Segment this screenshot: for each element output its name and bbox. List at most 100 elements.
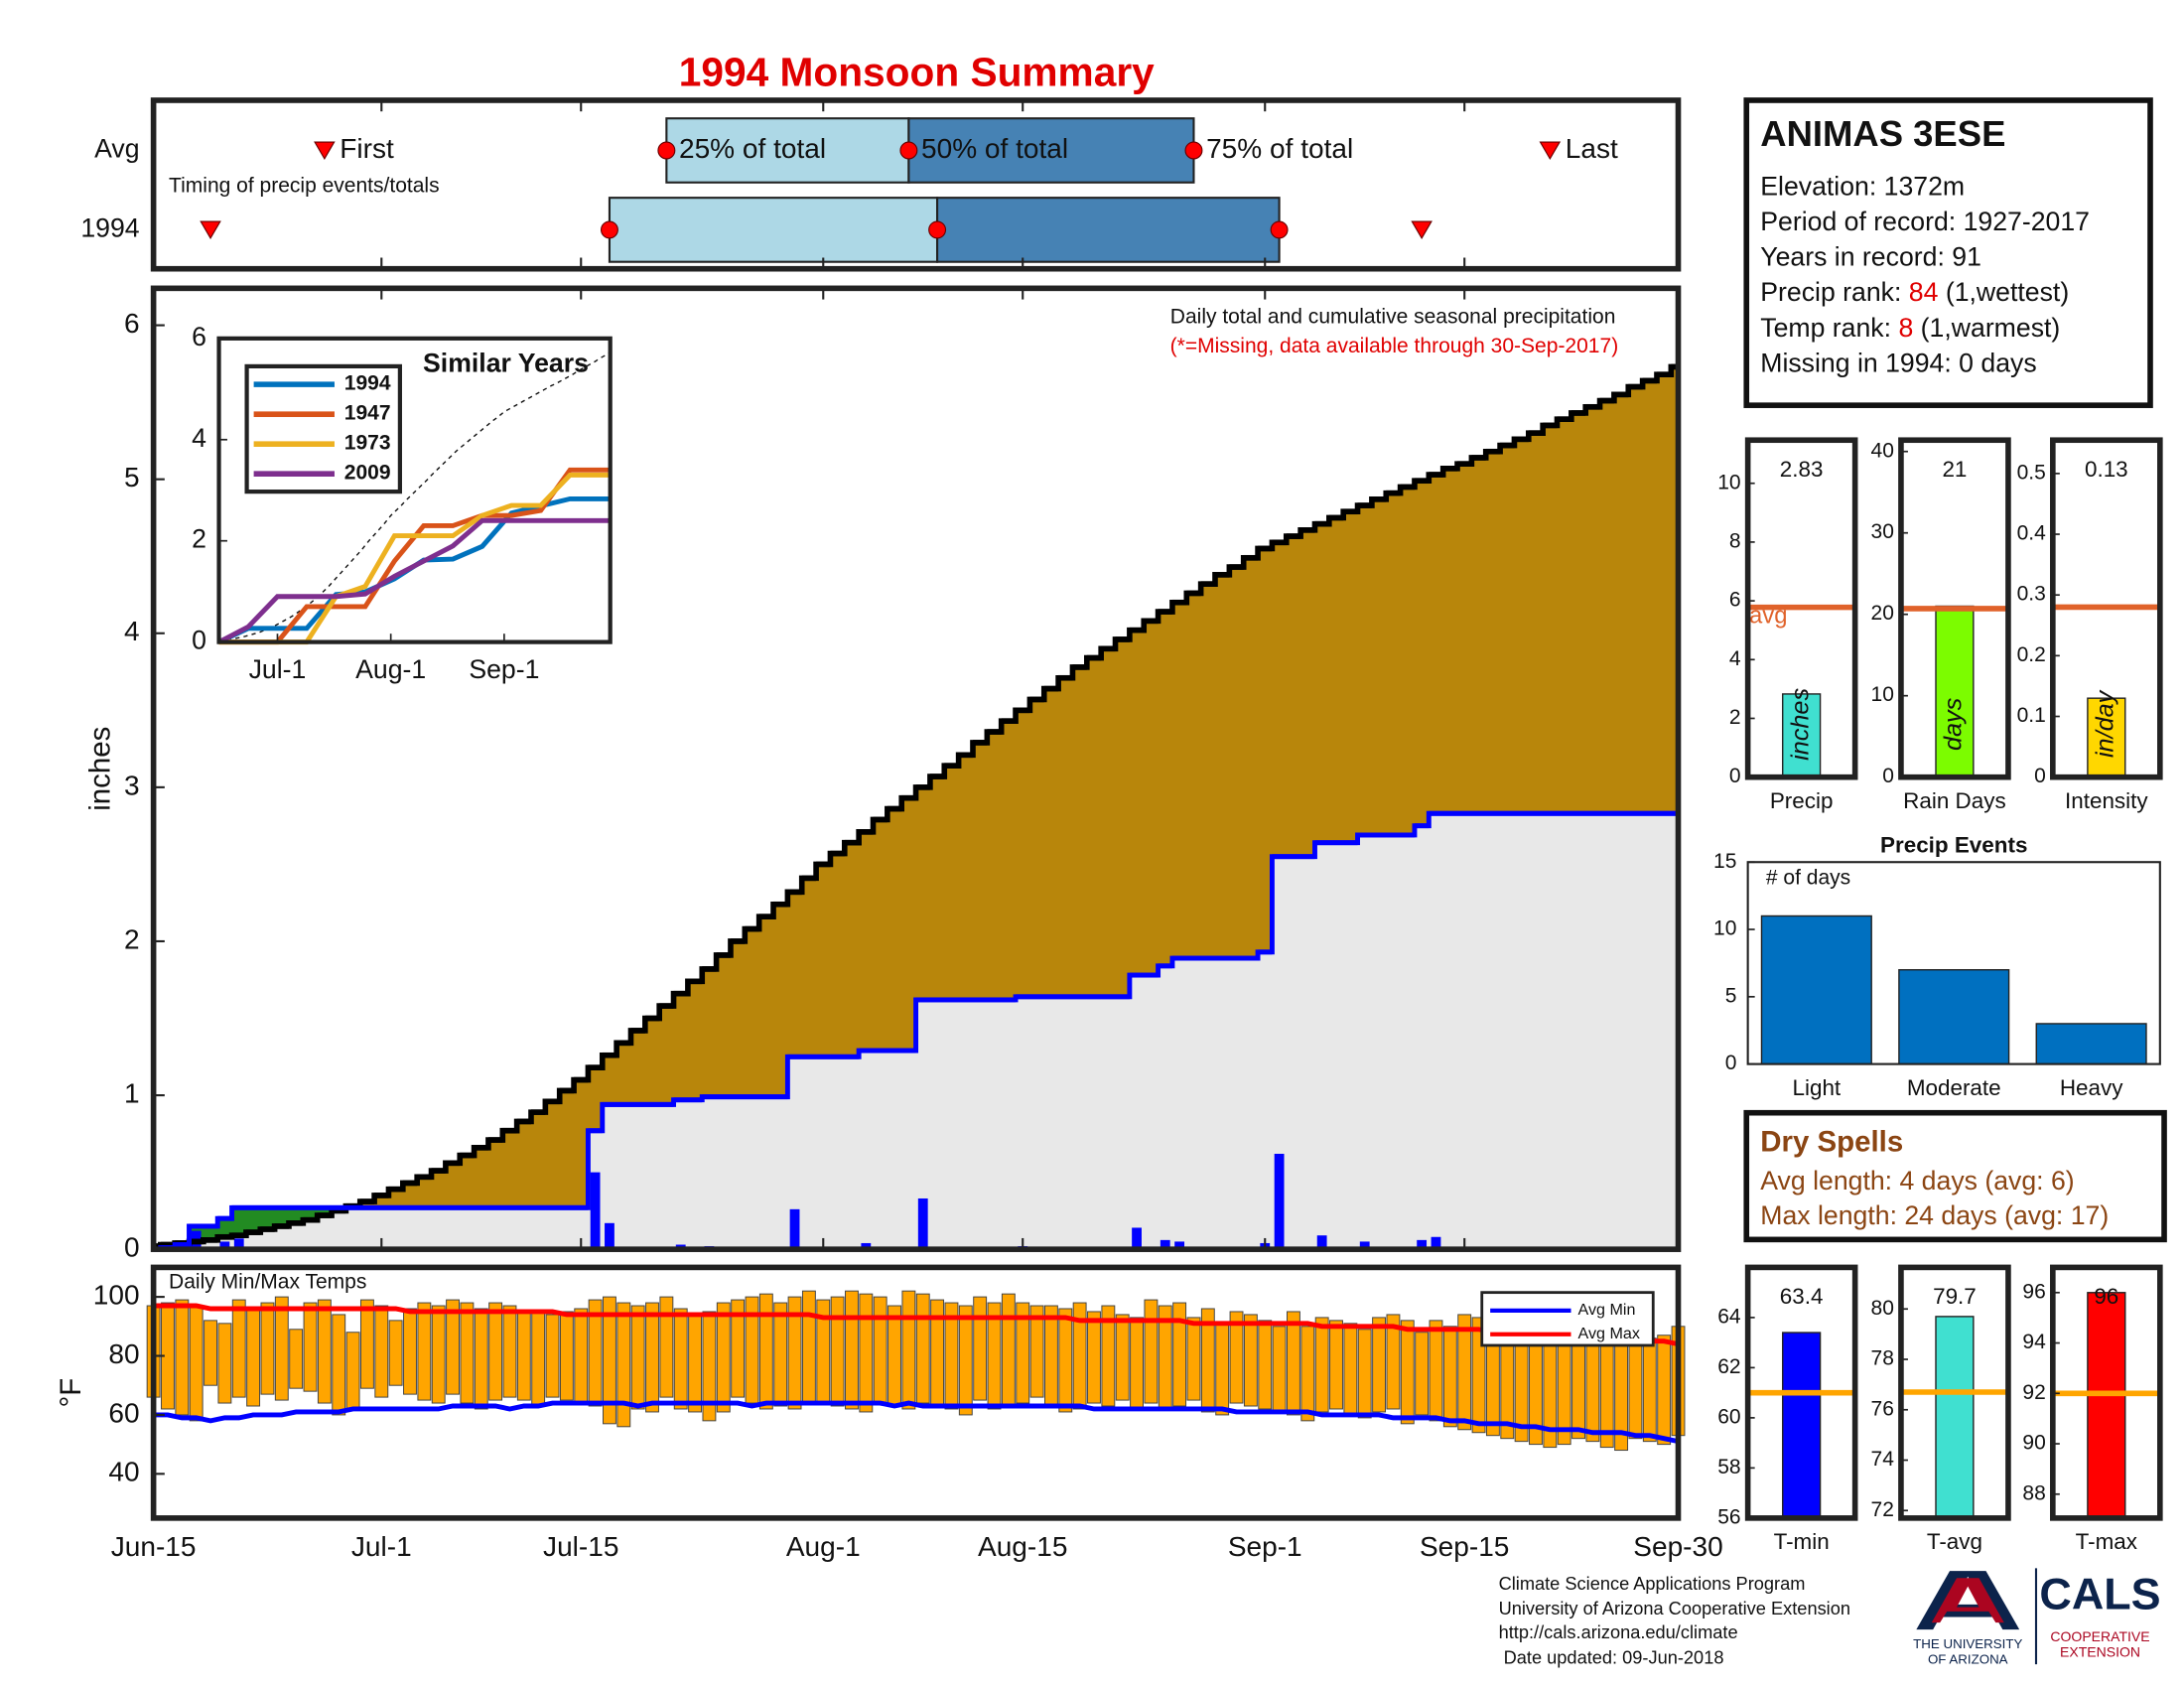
daily-bar bbox=[590, 1172, 601, 1250]
temp-range-bar bbox=[1144, 1299, 1159, 1404]
y-tick-label: 30 bbox=[1871, 520, 1894, 543]
bar-title: Precip Events bbox=[1880, 833, 2027, 858]
y-tick-label: 78 bbox=[1871, 1347, 1894, 1370]
temp-range-bar bbox=[1016, 1302, 1030, 1404]
event-marker bbox=[1411, 220, 1433, 239]
legend-label: 2009 bbox=[344, 462, 391, 485]
temp-range-bar bbox=[274, 1296, 289, 1401]
summary-bar bbox=[1935, 1316, 1975, 1519]
station-name: ANIMAS 3ESE bbox=[1760, 113, 2005, 154]
station-text: Period of record: 1927-2017 bbox=[1760, 207, 2090, 236]
x-tick-label: Jun-15 bbox=[111, 1531, 197, 1562]
y-tick-label: 0 bbox=[1882, 765, 1894, 787]
y-tick-label: 56 bbox=[1717, 1505, 1740, 1528]
y-tick-label: 0.5 bbox=[2017, 461, 2046, 484]
x-tick-label: Jul-1 bbox=[249, 654, 307, 684]
university-logo bbox=[1916, 1571, 2020, 1630]
y-tick-label: 0.3 bbox=[2017, 583, 2046, 606]
total-marker bbox=[928, 220, 947, 239]
timing-frame bbox=[150, 97, 1682, 272]
series-line bbox=[217, 517, 611, 644]
y-tick-label: 6 bbox=[192, 322, 206, 352]
temp-range-bar bbox=[1400, 1320, 1415, 1425]
temp-range-bar bbox=[574, 1308, 589, 1404]
inset-frame bbox=[216, 336, 613, 644]
temp-range-bar bbox=[873, 1296, 887, 1404]
y-tick-label: 60 bbox=[108, 1397, 139, 1428]
y-tick-label: 10 bbox=[1713, 917, 1736, 940]
temp-range-bar bbox=[588, 1299, 603, 1407]
y-tick-label: 60 bbox=[1717, 1405, 1740, 1428]
temp-range-bar bbox=[545, 1314, 560, 1398]
temp-range-bar bbox=[303, 1302, 318, 1392]
y-tick-label: 0 bbox=[192, 626, 206, 655]
temp-range-bar bbox=[1314, 1317, 1329, 1413]
x-tick-label: Light bbox=[1793, 1075, 1842, 1100]
marker-label: 50% of total bbox=[921, 133, 1068, 164]
daily-bar bbox=[1174, 1241, 1185, 1250]
row-label: 1994 bbox=[80, 212, 139, 242]
temp-range-bar bbox=[1258, 1320, 1273, 1410]
value-label: 0.13 bbox=[2085, 457, 2128, 482]
summary-frame bbox=[1744, 1264, 1858, 1521]
temp-range-bar bbox=[403, 1308, 417, 1395]
page-title: 1994 Monsoon Summary bbox=[679, 49, 1155, 94]
temp-range-bar bbox=[388, 1320, 403, 1386]
event-marker bbox=[1539, 141, 1562, 161]
station-box bbox=[1743, 97, 2153, 408]
summary-bar bbox=[2087, 1292, 2126, 1519]
unit-label: days bbox=[1940, 697, 1968, 751]
bar bbox=[1760, 914, 1872, 1065]
temp-range-bar bbox=[1186, 1317, 1201, 1401]
bar-frame bbox=[1746, 861, 2161, 1065]
temp-range-bar bbox=[1415, 1332, 1430, 1416]
y-tick-label: 6 bbox=[1729, 589, 1741, 612]
daily-bar bbox=[789, 1208, 800, 1250]
temp-range-bar bbox=[317, 1299, 332, 1404]
x-tick-label: Jul-15 bbox=[543, 1531, 618, 1562]
temp-range-bar bbox=[731, 1299, 746, 1398]
x-label: T-max bbox=[2076, 1529, 2137, 1554]
avg-temp-line bbox=[153, 1303, 1680, 1347]
total-marker bbox=[1270, 220, 1289, 239]
temp-range-bar bbox=[859, 1293, 874, 1413]
station-text: Elevation: 1372m bbox=[1760, 171, 1965, 201]
temp-range-bar bbox=[417, 1302, 432, 1401]
temp-range-bar bbox=[845, 1290, 859, 1410]
value-label: 96 bbox=[2094, 1284, 2118, 1309]
footer-line: Climate Science Applications Program bbox=[1499, 1573, 1806, 1594]
temp-range-bar bbox=[958, 1305, 973, 1416]
quartile-box bbox=[936, 197, 1281, 263]
summary-bar bbox=[1935, 605, 1975, 778]
y-tick-label: 100 bbox=[93, 1280, 140, 1311]
daily-bar bbox=[1274, 1154, 1285, 1250]
daily-bar bbox=[917, 1197, 928, 1250]
temp-range-bar bbox=[1642, 1337, 1657, 1443]
dry-spells-line: Avg length: 4 days (avg: 6) bbox=[1760, 1166, 2074, 1196]
missing-note: (*=Missing, data available through 30-Se… bbox=[1170, 335, 1619, 357]
temp-range-bar bbox=[1442, 1326, 1457, 1428]
station-text: (1,warmest) bbox=[1913, 313, 2060, 343]
temp-range-bar bbox=[716, 1302, 731, 1413]
temp-range-bar bbox=[1200, 1308, 1215, 1413]
temp-range-bar bbox=[1130, 1317, 1144, 1410]
daily-bar bbox=[1160, 1239, 1170, 1250]
summary-frame bbox=[1898, 437, 2011, 780]
temp-range-bar bbox=[1287, 1311, 1300, 1416]
y-tick-label: 64 bbox=[1717, 1305, 1741, 1328]
station-line: Elevation: 1372m bbox=[1760, 171, 1965, 201]
station-line: Missing in 1994: 0 days bbox=[1760, 349, 2036, 378]
university-name: THE UNIVERSITY bbox=[1913, 1636, 2022, 1651]
temp-range-bar bbox=[1072, 1302, 1087, 1410]
y-tick-label: 4 bbox=[124, 616, 140, 646]
y-tick-label: 5 bbox=[1725, 984, 1737, 1007]
extension-name: COOPERATIVE bbox=[2050, 1628, 2149, 1644]
unit-label: in/day bbox=[2091, 689, 2118, 758]
temp-range-bar bbox=[531, 1311, 546, 1407]
station-line: Years in record: 91 bbox=[1760, 242, 1981, 272]
temp-range-bar bbox=[374, 1305, 389, 1398]
temp-range-bar bbox=[773, 1302, 788, 1407]
precip-frame bbox=[150, 285, 1682, 1252]
x-label: Rain Days bbox=[1903, 788, 2006, 813]
temp-range-bar bbox=[944, 1302, 959, 1410]
